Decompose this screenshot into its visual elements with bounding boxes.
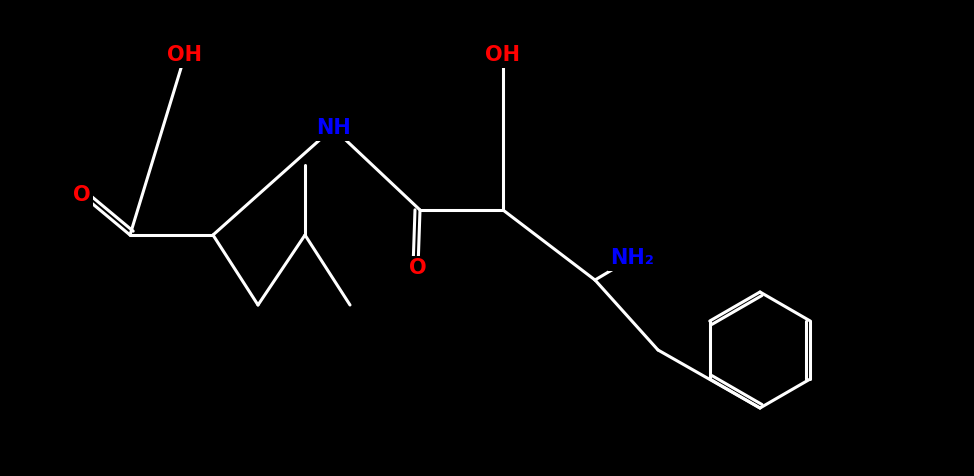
Text: NH: NH: [316, 118, 351, 138]
Text: O: O: [409, 258, 427, 278]
Text: OH: OH: [485, 45, 520, 65]
Text: NH₂: NH₂: [610, 248, 654, 268]
Text: O: O: [73, 185, 91, 205]
Text: OH: OH: [168, 45, 203, 65]
